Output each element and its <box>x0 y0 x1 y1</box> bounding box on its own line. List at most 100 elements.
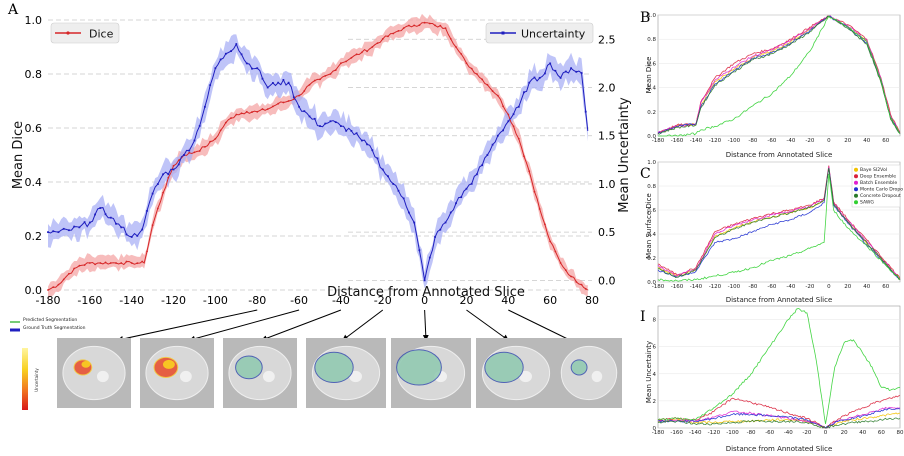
ct-slice-thumbnail <box>140 338 214 408</box>
uncertainty-point <box>68 229 70 232</box>
uncertainty-point <box>481 164 484 167</box>
dice-point <box>62 278 65 281</box>
x-tick-label: -100 <box>203 294 228 307</box>
uncertainty-point <box>251 67 253 70</box>
uncertainty-point <box>130 236 133 238</box>
dice-point <box>434 24 436 27</box>
dice-point <box>282 101 285 104</box>
uncertainty-point <box>418 249 421 252</box>
x-tick-label: -80 <box>748 138 757 144</box>
dice-point <box>151 224 154 227</box>
uncertainty-point <box>329 120 332 123</box>
y-left-tick-label: 1.0 <box>25 14 43 27</box>
ct-slice-thumbnail <box>57 338 131 408</box>
uncertainty-point <box>230 50 232 53</box>
dice-point <box>188 151 191 154</box>
x-tick-label: -40 <box>786 284 795 290</box>
series-line <box>658 15 901 137</box>
x-tick-label: 20 <box>459 294 473 307</box>
dice-point <box>486 83 489 86</box>
dice-point <box>491 90 494 92</box>
dice-point <box>130 262 133 264</box>
uncertainty-point <box>83 221 86 224</box>
x-tick-label: 40 <box>863 284 870 290</box>
uncertainty-point <box>272 82 274 84</box>
dice-point <box>303 90 306 92</box>
dice-point <box>141 260 144 263</box>
x-tick-label: -100 <box>728 284 741 290</box>
uncertainty-point <box>282 79 285 81</box>
y-tick-label: 1.0 <box>647 160 656 166</box>
y-tick-label: 0.6 <box>647 61 656 67</box>
ct-spine <box>96 370 109 383</box>
x-tick-label: -180 <box>36 294 61 307</box>
dice-point <box>266 108 269 110</box>
x-tick-label: -160 <box>77 294 102 307</box>
legend-box <box>851 164 901 208</box>
dice-confidence-band <box>48 13 588 299</box>
x-tick-label: -140 <box>690 284 703 290</box>
dice-point <box>209 140 212 143</box>
legend-dice: Dice <box>50 22 120 44</box>
uncertainty-point <box>162 173 164 176</box>
dice-point <box>584 287 587 290</box>
uncertainty-point <box>240 53 243 56</box>
uncertainty-point <box>517 105 520 108</box>
dice-point <box>460 53 463 55</box>
uncertainty-point <box>449 211 452 214</box>
series-line <box>657 395 901 429</box>
x-tick-label: -20 <box>805 284 814 290</box>
dice-point <box>413 24 416 27</box>
dice-point <box>570 275 572 278</box>
uncertainty-point <box>88 221 91 224</box>
dice-point <box>287 100 290 102</box>
ct-spine <box>349 370 362 383</box>
uncertainty-point <box>376 157 379 160</box>
y-tick-label: 0.6 <box>647 208 656 214</box>
x-tick-label: 0 <box>824 430 828 436</box>
x-tick-label: -160 <box>670 430 683 436</box>
uncertainty-point <box>512 113 515 116</box>
dice-point <box>68 272 70 275</box>
y-tick-label: 0 <box>653 426 657 432</box>
panel-i-ylabel: Mean Uncertainty <box>645 341 653 403</box>
uncertainty-point <box>141 228 144 231</box>
uncertainty-point <box>340 125 342 127</box>
uncertainty-point <box>172 168 175 171</box>
uncertainty-point <box>470 182 473 185</box>
y-tick-label: 1.0 <box>647 13 656 19</box>
x-tick-label: 20 <box>844 138 851 144</box>
gt-seg-label: Ground Truth Segmentation <box>23 325 86 331</box>
x-tick-label: -40 <box>786 138 795 144</box>
uncertainty-point <box>287 81 290 84</box>
dice-point <box>120 262 123 264</box>
x-tick-label: 40 <box>501 294 515 307</box>
panel-letter-c: C <box>640 166 651 182</box>
x-tick-label: -120 <box>708 430 721 436</box>
y-tick-label: 0.4 <box>647 232 656 238</box>
uncertainty-point <box>528 81 531 84</box>
panel-a-ylabel-right: Mean Uncertainty <box>617 97 632 213</box>
dice-point <box>136 262 139 265</box>
uncertainty-point <box>136 234 139 237</box>
dice-point <box>146 250 148 253</box>
dice-point <box>319 78 321 81</box>
uncertainty-point <box>292 96 295 99</box>
dice-point <box>449 38 452 40</box>
ct-slice-thumbnail <box>556 338 622 408</box>
dice-point <box>109 262 112 264</box>
uncertainty-point <box>277 81 280 84</box>
uncertainty-series-line <box>47 42 589 281</box>
y-tick-label: 0.0 <box>647 280 656 286</box>
uncertainty-point <box>366 143 368 146</box>
uncertainty-confidence-band <box>48 34 588 289</box>
panel-a-ylabel-left: Mean Dice <box>11 121 26 189</box>
panel-a-xlabel: Distance from Annotated Slice <box>327 285 525 300</box>
uncertainty-point <box>224 52 227 55</box>
uncertainty-point <box>52 230 55 233</box>
dice-point <box>88 262 91 264</box>
dice-point <box>418 24 421 27</box>
y-tick-label: 0.2 <box>647 256 656 262</box>
